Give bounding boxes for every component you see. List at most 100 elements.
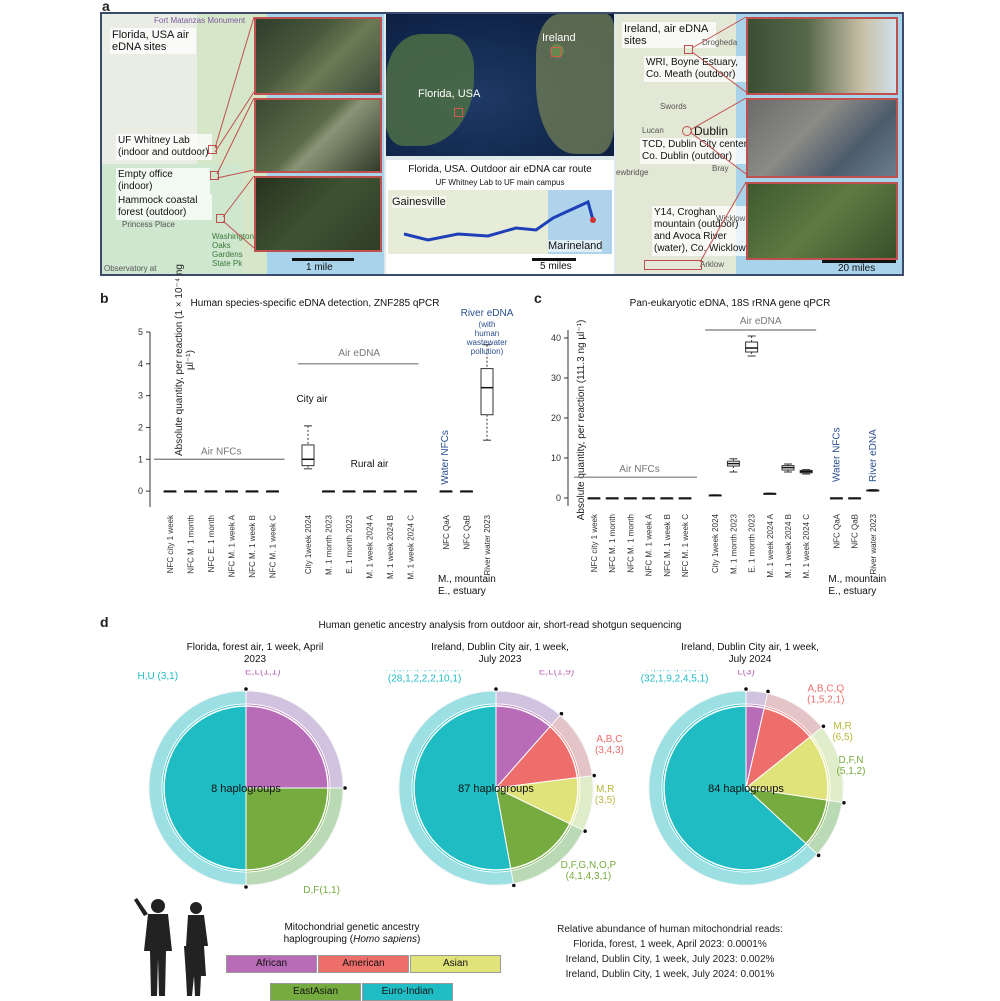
y-tick-label-3: 3 bbox=[138, 391, 143, 401]
florida-inset-office bbox=[254, 98, 382, 173]
pie-3-label-American-b: (1,5,2,1) bbox=[807, 694, 844, 705]
x-tick-label-3: NFC M. 1 week A bbox=[645, 513, 654, 576]
y-tick-label-4: 4 bbox=[138, 359, 143, 369]
florida-site-whitney: UF Whitney Lab (indoor and outdoor) bbox=[116, 134, 212, 160]
pie-1-label-Euro-Indian: H,U (3,1) bbox=[138, 671, 179, 682]
route-scale-label: 5 miles bbox=[540, 261, 572, 272]
panel-letter-d: d bbox=[100, 614, 109, 630]
route-map: Gainesville Marineland bbox=[388, 190, 612, 254]
pie-1-tick-0 bbox=[343, 786, 347, 790]
pie-1-center-label: 8 haplogroups bbox=[211, 783, 281, 795]
y-tick-label-1: 1 bbox=[138, 454, 143, 464]
pie-1-label-African: E,L(1,1) bbox=[245, 670, 281, 678]
abundance-line-2: Ireland, Dublin City, 1 week, July 2023:… bbox=[565, 954, 775, 965]
x-tick-label-11: M. 1 week 2024 C bbox=[407, 515, 416, 580]
x-tick-label-1: NFC M. 1 month bbox=[187, 515, 196, 574]
y-tick-label-4: 40 bbox=[551, 333, 561, 343]
chart-b: 0 1 2 3 4 5 NFC city 1 week NFC M. 1 month NFC E… bbox=[138, 308, 514, 597]
x-tick-label-12: NFC QaA bbox=[832, 513, 841, 548]
route-map-panel: Florida, USA. Outdoor air eDNA car route… bbox=[386, 160, 614, 274]
route-scale-bar bbox=[532, 258, 576, 261]
air-nfcs-label: Air NFCs bbox=[201, 446, 242, 457]
x-tick-label-13: NFC QaB bbox=[851, 514, 860, 549]
pie-2-label-EastAsian-a: D,F,G,N,O,P bbox=[561, 860, 617, 871]
pie-3-slice-Asian bbox=[744, 734, 831, 802]
pie-3-inner-border bbox=[663, 705, 829, 871]
florida-site-office: Empty office (indoor) bbox=[116, 168, 210, 194]
pie-2-tick-0 bbox=[559, 711, 564, 716]
pie-2-tick-2 bbox=[583, 829, 587, 833]
ireland-inset-connectors bbox=[689, 16, 747, 263]
y-tick-label-0: 0 bbox=[138, 486, 143, 496]
air-nfcs-label: Air NFCs bbox=[619, 464, 660, 475]
panel-letter-b: b bbox=[100, 290, 109, 306]
map-label-observatory: Observatory at bbox=[104, 264, 157, 273]
legend-title-italic: Homo sapiens bbox=[353, 934, 418, 945]
x-tick-label-8: E. 1 month 2023 bbox=[748, 513, 757, 572]
map-label-arklow: Arklow bbox=[700, 260, 725, 269]
legend-euro-indian: Euro-Indian bbox=[362, 983, 453, 1001]
river-note-line-1: human bbox=[475, 329, 499, 338]
river-edna-label: River eDNA bbox=[461, 308, 514, 319]
y-tick-label-1: 10 bbox=[551, 453, 561, 463]
rural-air-label: Rural air bbox=[351, 459, 389, 470]
legend-asian: Asian bbox=[410, 955, 501, 973]
pie-3-label-Euro-Indian-b: (32,1,9,2,4,5,1) bbox=[641, 673, 709, 684]
florida-inset-whitney bbox=[254, 17, 382, 95]
panel-d-title: Human genetic ancestry analysis from out… bbox=[318, 620, 682, 631]
pie-3-tick-2 bbox=[842, 800, 846, 805]
florida-map: Florida, USA air eDNA sites UF Whitney L… bbox=[102, 14, 384, 274]
x-tick-label-5: NFC M. 1 week C bbox=[681, 514, 690, 577]
florida-marker bbox=[454, 108, 463, 117]
ireland-site-y14: Y14, Croghan mountain (outdoor) and Avoc… bbox=[652, 206, 748, 256]
x-tick-label-2: NFC E. 1 month bbox=[207, 515, 216, 572]
box-8 bbox=[745, 341, 759, 353]
map-label-wicklow: Wicklow bbox=[716, 214, 746, 223]
ireland-inset-y14 bbox=[746, 182, 898, 260]
ireland-scale-bar bbox=[822, 260, 896, 263]
pie-3-tick-1 bbox=[821, 724, 826, 729]
x-tick-label-1: NFC M. 1 month bbox=[608, 514, 617, 573]
pie-2-tick-4 bbox=[494, 687, 498, 691]
map-label-bray: Bray bbox=[712, 164, 729, 173]
box-6 bbox=[301, 444, 315, 467]
river-note-line-2: wastewater bbox=[466, 338, 508, 347]
europe-africa-landmass bbox=[536, 14, 614, 154]
legend-title: Mitochondrial genetic ancestry haplogrou… bbox=[262, 922, 442, 946]
florida-scale-bar bbox=[292, 258, 354, 261]
pie-3-tick-0 bbox=[766, 689, 770, 694]
pie-2-label-EastAsian-b: (4,1,4,3,1) bbox=[566, 871, 612, 882]
globe-florida-label: Florida, USA bbox=[418, 88, 481, 100]
legend-african: African bbox=[226, 955, 317, 973]
x-tick-label-6: City 1week 2024 bbox=[304, 514, 313, 574]
pie-3-title: Ireland, Dublin City air, 1 week, July 2… bbox=[681, 642, 819, 665]
chart-c: 0 10 20 30 40 NFC city 1 week NFC M. 1 month NF… bbox=[551, 316, 886, 597]
pie-1-slice-African bbox=[245, 703, 331, 789]
pie-1-tick-1 bbox=[244, 885, 248, 889]
human-silhouettes-icon bbox=[134, 898, 208, 996]
x-tick-label-4: NFC M. 1 week B bbox=[248, 515, 257, 578]
route-subtitle: UF Whitney Lab to UF main campus bbox=[435, 178, 565, 187]
florida-inset-connectors bbox=[214, 16, 255, 249]
pie-2-tick-1 bbox=[592, 773, 597, 778]
route-gainesville: Gainesville bbox=[392, 196, 446, 208]
x-tick-label-3: NFC M. 1 week A bbox=[228, 514, 237, 577]
pie-2-slice-EastAsian bbox=[495, 787, 573, 872]
x-tick-label-10: M. 1 week 2024 B bbox=[784, 514, 793, 578]
pie-2-inner-border bbox=[413, 705, 579, 871]
pie-3-center-label: 84 haplogroups bbox=[708, 783, 784, 795]
map-label-princess: Princess Place bbox=[122, 220, 175, 229]
y-tick-label-2: 2 bbox=[138, 422, 143, 432]
chart-b-title: Human species-specific eDNA detection, Z… bbox=[190, 298, 440, 309]
x-tick-label-5: NFC M. 1 week C bbox=[269, 515, 278, 578]
legend-title-end: ) bbox=[417, 934, 421, 945]
legend-title-start: Mitochondrial genetic ancestry haplogrou… bbox=[283, 922, 420, 945]
pie-2-label-Asian-b: (3,5) bbox=[595, 795, 616, 806]
pie-3-label-Euro-Indian-a: H,I,J,K,T,U,V bbox=[646, 670, 704, 673]
pie-2-label-American-a: A,B,C bbox=[596, 734, 622, 745]
x-tick-label-13: NFC QaB bbox=[463, 515, 472, 550]
globe-ireland-label: Ireland bbox=[542, 32, 576, 44]
air-edna-label: Air eDNA bbox=[338, 348, 380, 359]
y-tick-label-2: 20 bbox=[551, 413, 561, 423]
x-tick-label-11: M. 1 week 2024 C bbox=[802, 514, 811, 579]
